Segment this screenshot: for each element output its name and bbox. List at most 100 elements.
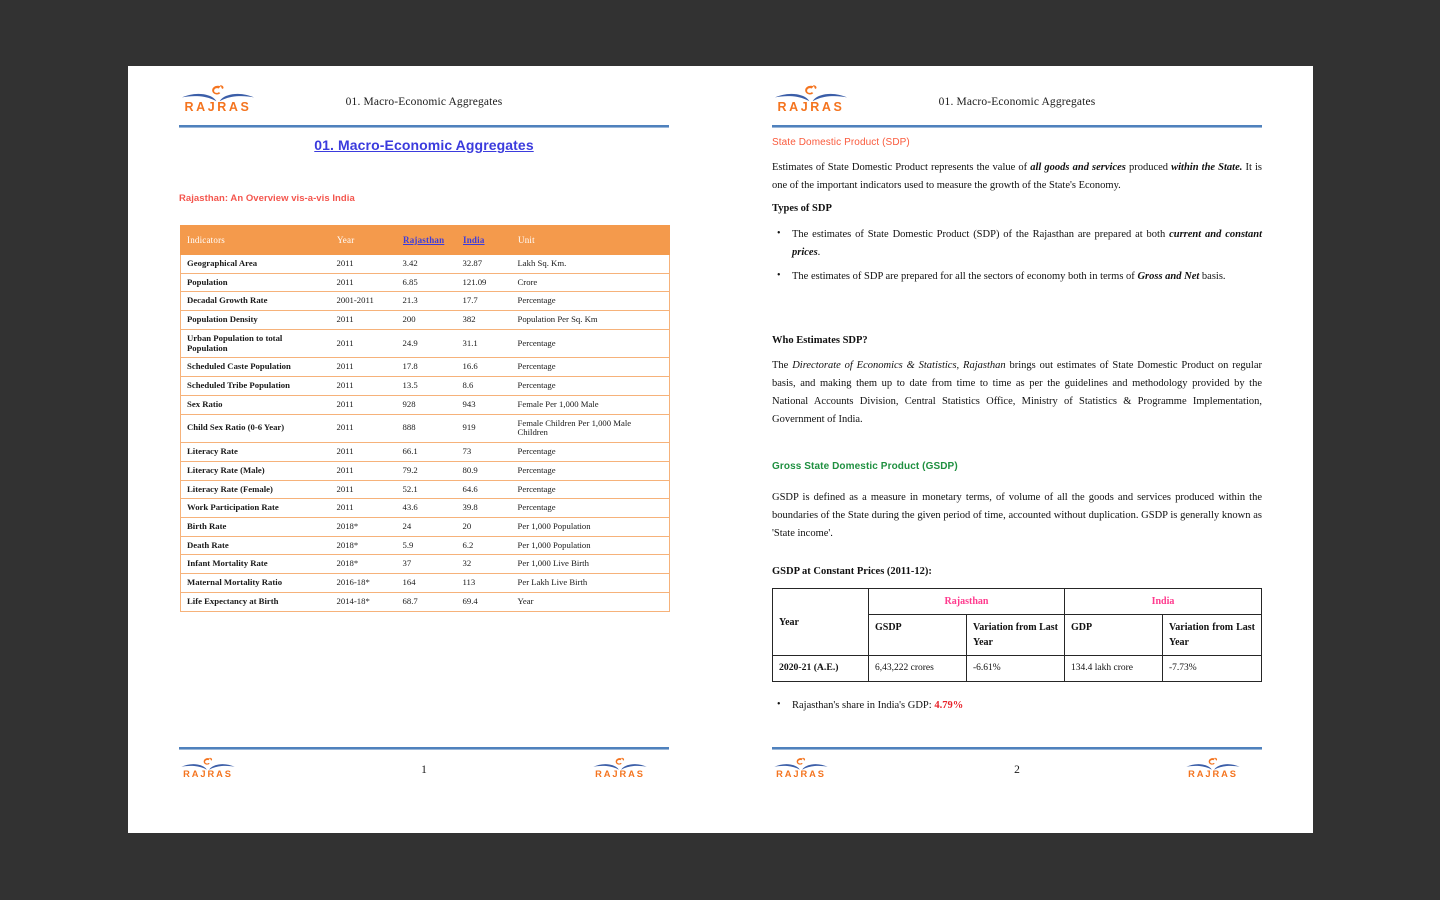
table-row: Population 2011 6.85 121.09 Crore <box>180 272 670 293</box>
header-rule <box>179 125 669 128</box>
cell-indicator: Sex Ratio <box>180 394 331 415</box>
cell-indicator: Urban Population to total Population <box>180 328 331 359</box>
text-fragment: basis. <box>1199 271 1226 283</box>
list-item: The estimates of SDP are prepared for al… <box>777 267 1262 286</box>
rajras-logo-icon: RAJRAS <box>1184 756 1262 786</box>
emphasis-within-the-state: within the State. <box>1171 162 1243 173</box>
cell-unit: Percentage <box>511 328 670 359</box>
heading-types-of-sdp: Types of SDP <box>772 203 832 214</box>
document-page-1: RAJRAS 01. Macro-Economic Aggregates 01.… <box>128 66 720 833</box>
header-rule <box>772 125 1262 128</box>
cell-rajasthan: 13.5 <box>396 376 457 396</box>
cell-india: 32.87 <box>456 254 512 274</box>
cell-india: 31.1 <box>456 328 512 359</box>
group-header-rajasthan: Rajasthan <box>868 588 1065 615</box>
cell-india: 943 <box>456 394 512 415</box>
table-row: Maternal Mortality Ratio 2016-18* 164 11… <box>180 573 670 593</box>
paragraph-sdp-intro: Estimates of State Domestic Product repr… <box>772 159 1262 195</box>
cell-year: 2011 <box>330 442 397 462</box>
svg-text:RAJRAS: RAJRAS <box>185 100 252 114</box>
cell-india: 39.8 <box>456 498 512 519</box>
cell-india: 80.9 <box>456 460 512 481</box>
cell-rajasthan: 21.3 <box>396 291 457 312</box>
cell-year: 2001-2011 <box>330 291 397 312</box>
cell-rajasthan: 43.6 <box>396 498 457 519</box>
cell-unit: Percentage <box>511 376 670 396</box>
cell-rajasthan: 3.42 <box>396 254 457 274</box>
cell-india: 73 <box>456 442 512 462</box>
cell-indicator: Decadal Growth Rate <box>180 291 331 312</box>
table-row: 2020-21 (A.E.) 6,43,222 crores -6.61% 13… <box>772 655 1262 682</box>
paragraph-who-estimates: The Directorate of Economics & Statistic… <box>772 357 1262 429</box>
cell-unit: Percentage <box>511 460 670 481</box>
cell-unit: Percentage <box>511 291 670 312</box>
table-row: Literacy Rate (Male) 2011 79.2 80.9 Perc… <box>180 460 670 481</box>
table-row: Scheduled Tribe Population 2011 13.5 8.6… <box>180 376 670 396</box>
cell-year: 2014-18* <box>330 591 397 612</box>
emphasis-gross-and-net: Gross and Net <box>1137 271 1200 283</box>
cell-indicator: Child Sex Ratio (0-6 Year) <box>180 413 331 444</box>
page-footer: RAJRAS 1 RAJRAS <box>179 747 669 793</box>
svg-text:RAJRAS: RAJRAS <box>1188 769 1238 779</box>
cell-india: 8.6 <box>456 376 512 396</box>
column-header-gdp: GDP <box>1064 614 1163 656</box>
cell-india: 16.6 <box>456 357 512 378</box>
cell-unit: Per 1,000 Population <box>511 535 670 556</box>
cell-unit: Per 1,000 Live Birth <box>511 554 670 575</box>
cell-india: 20 <box>456 517 512 537</box>
text-fragment: brings out estimates of State Domestic P… <box>772 360 1262 426</box>
label-share-in-india-gdp: Rajasthan's share in India's GDP: <box>792 700 935 711</box>
cell-rajasthan: 24.9 <box>396 328 457 359</box>
cell-unit: Per 1,000 Population <box>511 517 670 537</box>
overview-table: Indicators Year Rajasthan India Unit Geo… <box>180 225 670 612</box>
cell-india: 6.2 <box>456 535 512 556</box>
text-fragment: . <box>817 247 821 259</box>
cell-indicator: Maternal Mortality Ratio <box>180 573 331 593</box>
rajras-logo-icon: RAJRAS <box>179 84 257 114</box>
cell-indicator: Death Rate <box>180 535 331 556</box>
cell-rajasthan: 888 <box>396 413 457 444</box>
cell-indicator: Literacy Rate (Male) <box>180 460 331 481</box>
page-footer: RAJRAS 2 RAJRAS <box>772 747 1262 793</box>
table-row: Sex Ratio 2011 928 943 Female Per 1,000 … <box>180 394 670 415</box>
table-row: Decadal Growth Rate 2001-2011 21.3 17.7 … <box>180 291 670 312</box>
cell-unit: Percentage <box>511 357 670 378</box>
cell-rajasthan: 24 <box>396 517 457 537</box>
cell-year: 2011 <box>330 498 397 519</box>
cell-indicator: Geographical Area <box>180 254 331 274</box>
rajras-logo-icon: RAJRAS <box>591 756 669 786</box>
table-row: Infant Mortality Rate 2018* 37 32 Per 1,… <box>180 554 670 575</box>
table-row: Life Expectancy at Birth 2014-18* 68.7 6… <box>180 591 670 612</box>
cell-india: 32 <box>456 554 512 575</box>
page-title[interactable]: 01. Macro-Economic Aggregates <box>314 137 534 153</box>
page-number: 2 <box>1014 764 1020 776</box>
column-header-rajasthan[interactable]: Rajasthan <box>396 225 457 255</box>
cell-unit: Lakh Sq. Km. <box>511 254 670 274</box>
column-header-year: Year <box>330 225 397 255</box>
heading-gsdp: Gross State Domestic Product (GSDP) <box>772 461 958 472</box>
cell-india: 113 <box>456 573 512 593</box>
cell-year: 2016-18* <box>330 573 397 593</box>
text-fragment: The estimates of State Domestic Product … <box>792 229 1170 240</box>
table-header-row: Indicators Year Rajasthan India Unit <box>180 225 670 255</box>
text-fragment: Estimates of State Domestic Product repr… <box>772 162 1031 173</box>
heading-who-estimates-sdp: Who Estimates SDP? <box>772 335 868 346</box>
value-share-in-india-gdp: 4.79% <box>934 700 964 711</box>
gsdp-table: Year Rajasthan India GSDP Variation from… <box>772 588 1262 682</box>
table-row: Literacy Rate (Female) 2011 52.1 64.6 Pe… <box>180 479 670 500</box>
table-row: Urban Population to total Population 201… <box>180 328 670 359</box>
list-item: The estimates of State Domestic Product … <box>777 225 1262 262</box>
svg-text:RAJRAS: RAJRAS <box>595 769 645 779</box>
section-heading-overview: Rajasthan: An Overview vis-a-vis India <box>179 193 355 204</box>
column-header-india[interactable]: India <box>456 225 512 255</box>
column-header-unit: Unit <box>511 225 670 255</box>
cell-year: 2011 <box>330 310 397 330</box>
cell-unit: Female Children Per 1,000 Male Children <box>511 413 670 444</box>
emphasis-directorate: Directorate of Economics & Statistics, R… <box>792 360 1006 371</box>
cell-year: 2011 <box>330 479 397 500</box>
cell-india: 919 <box>456 413 512 444</box>
cell-indicator: Scheduled Tribe Population <box>180 376 331 396</box>
cell-indicator: Population <box>180 272 331 293</box>
cell-year: 2018* <box>330 517 397 537</box>
document-page-2: RAJRAS 01. Macro-Economic Aggregates Sta… <box>721 66 1313 833</box>
